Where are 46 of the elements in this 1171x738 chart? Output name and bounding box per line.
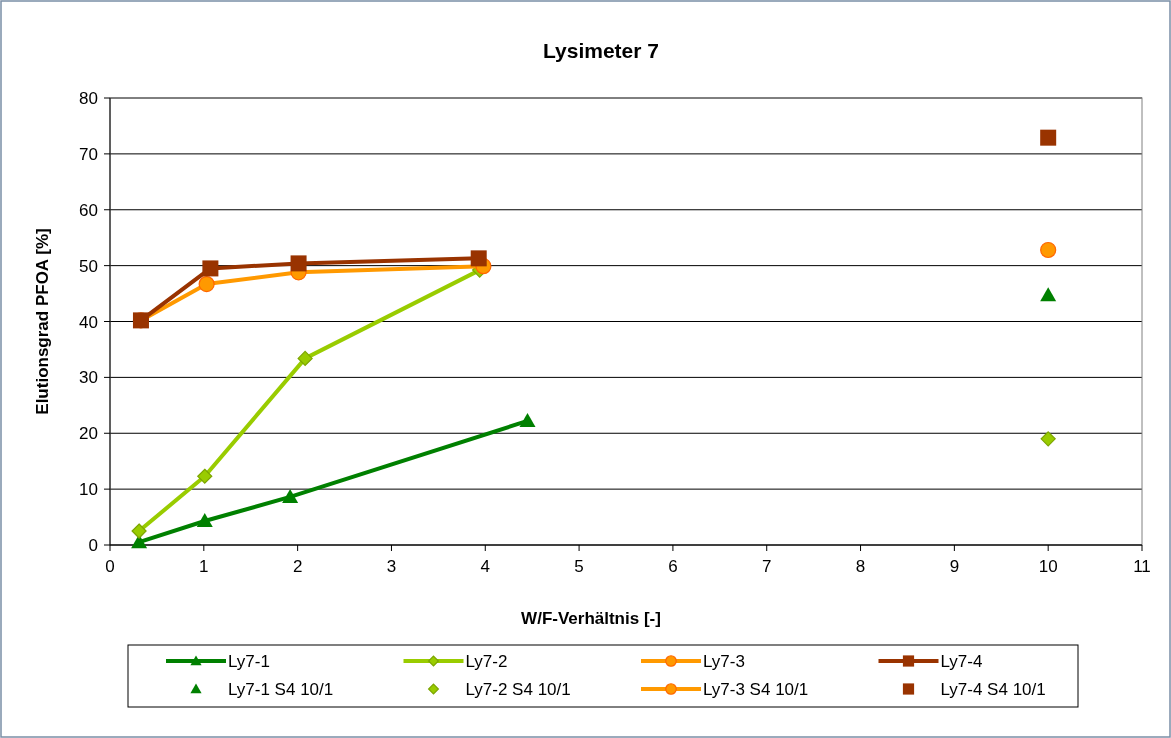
y-tick-label: 30 [79,368,98,388]
point [1040,431,1056,447]
point [198,275,215,293]
legend-label: Ly7-2 S4 10/1 [465,680,571,699]
x-tick-label: 0 [105,557,115,576]
y-tick-label: 0 [88,536,98,555]
legend-label: Ly7-3 S4 10/1 [703,680,809,699]
y-tick-label: 40 [79,312,98,332]
x-tick-label: 3 [386,557,397,576]
legend-label: Ly7-3 [703,652,745,671]
point [519,412,536,427]
point [1040,287,1057,302]
x-tick-label: 2 [292,557,303,576]
y-tick-label: 60 [79,200,98,220]
legend-label: Ly7-4 S4 10/1 [940,680,1046,699]
x-tick-label: 4 [480,557,491,576]
point [290,255,307,272]
legend-label: Ly7-2 [465,652,508,671]
y-axis-title: Elutionsgrad PFOA [%] [33,228,52,415]
point [297,350,313,366]
point [131,523,147,539]
point [196,512,213,527]
point [197,468,213,484]
x-tick-label: 9 [949,557,960,576]
y-tick-label: 20 [79,424,98,444]
y-tick-label: 10 [79,480,98,500]
point [202,260,219,277]
x-tick-label: 7 [761,557,772,576]
x-tick-label: 8 [855,557,866,576]
x-tick-label: 11 [1133,557,1151,576]
y-tick-label: 50 [79,256,98,276]
point [1040,129,1057,146]
x-tick-label: 6 [668,557,678,576]
legend-label: Ly7-1 [228,652,270,671]
chart-title: Lysimeter 7 [543,39,659,62]
x-tick-label: 1 [199,557,209,576]
x-tick-label: 10 [1038,557,1058,576]
y-tick-label: 70 [79,144,98,164]
point [470,250,487,267]
point [282,488,299,503]
point [1040,241,1057,259]
y-tick-label: 80 [79,89,98,108]
x-axis-title: W/F-Verhältnis [-] [521,609,661,628]
legend-label: Ly7-4 [940,652,983,671]
legend-label: Ly7-1 S4 10/1 [228,680,334,699]
x-tick-label: 5 [574,557,584,576]
